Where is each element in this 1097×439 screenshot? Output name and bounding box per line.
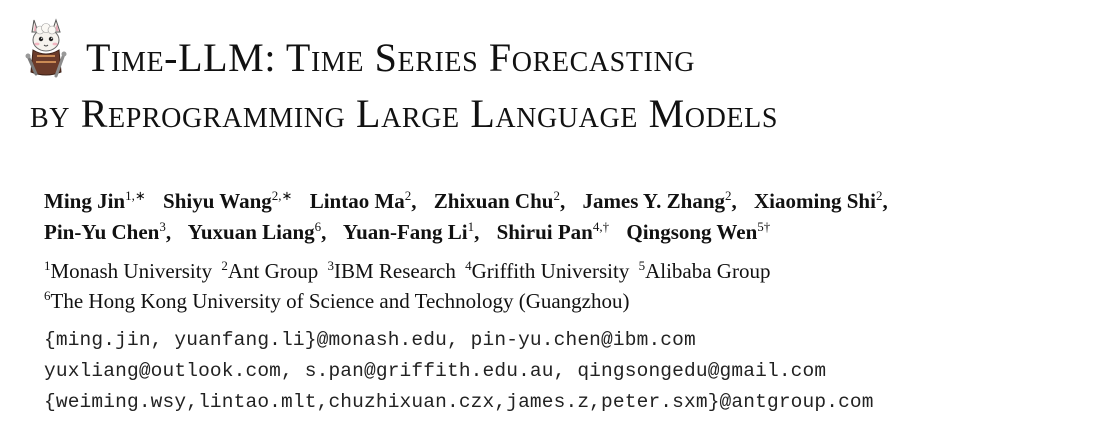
author-name: Pin-Yu Chen3,: [44, 219, 172, 244]
affiliation-item: 4Griffith University: [465, 258, 630, 283]
author-name: Yuxuan Liang6,: [187, 219, 327, 244]
title-word: Reprogramming: [70, 91, 346, 136]
author-name: Ming Jin1,∗: [44, 188, 146, 213]
title-line-1: Time-LLM: Time Series Forecasting: [30, 30, 1090, 86]
affiliation-mark: 6: [44, 288, 51, 303]
author-name: Zhixuan Chu2,: [433, 188, 566, 213]
affiliation-row: 6The Hong Kong University of Science and…: [44, 286, 1084, 316]
title-word: Large: [345, 91, 460, 136]
author-affiliation-mark: 6: [314, 219, 322, 234]
author-row: Pin-Yu Chen3, Yuxuan Liang6, Yuan-Fang L…: [44, 217, 1084, 248]
title-line-2: by Reprogramming Large Language Models: [30, 86, 1090, 142]
title-word: -LLM: Time: [164, 35, 365, 80]
author-list: Ming Jin1,∗ Shiyu Wang2,∗ Lintao Ma2, Zh…: [44, 186, 1084, 248]
email-line: {weiming.wsy,lintao.mlt,chuzhixuan.czx,j…: [44, 391, 874, 413]
affiliation-mark: 2: [221, 258, 228, 273]
affiliation-mark: 1: [44, 258, 51, 273]
author-affiliation-mark: 4,†: [592, 219, 610, 234]
affiliation-mark: 4: [465, 258, 472, 273]
email-line: {ming.jin, yuanfang.li}@monash.edu, pin-…: [44, 329, 696, 351]
paper-title: Time-LLM: Time Series Forecasting by Rep…: [30, 30, 1090, 142]
author-row: Ming Jin1,∗ Shiyu Wang2,∗ Lintao Ma2, Zh…: [44, 186, 1084, 217]
author-affiliation-mark: 2,∗: [271, 188, 293, 203]
title-word: Time: [86, 35, 165, 80]
author-affiliation-mark: 5†: [757, 219, 771, 234]
author-affiliation-mark: 2: [404, 188, 412, 203]
affiliation-list: 1Monash University 2Ant Group 3IBM Resea…: [44, 256, 1084, 316]
author-name: Yuan-Fang Li1,: [342, 219, 480, 244]
affiliation-row: 1Monash University 2Ant Group 3IBM Resea…: [44, 256, 1084, 286]
affiliation-item: 5Alibaba Group: [638, 258, 771, 283]
author-name: Qingsong Wen5†: [626, 219, 771, 244]
author-affiliation-mark: 1,∗: [125, 188, 146, 203]
author-name: Xiaoming Shi2,: [754, 188, 888, 213]
author-affiliation-mark: 2: [725, 188, 732, 203]
title-word: Series: [364, 35, 479, 80]
affiliation-mark: 5: [638, 258, 646, 273]
affiliation-mark: 3: [327, 258, 335, 273]
author-name: Shirui Pan4,†: [496, 219, 610, 244]
affiliation-item: 3IBM Research: [327, 258, 456, 283]
affiliation-item: 6The Hong Kong University of Science and…: [44, 288, 630, 313]
affiliation-item: 1Monash University: [44, 258, 213, 283]
author-affiliation-mark: 3: [159, 219, 166, 234]
email-line: yuxliang@outlook.com, s.pan@griffith.edu…: [44, 360, 827, 382]
title-word: Models: [638, 91, 779, 136]
author-affiliation-mark: 2: [875, 188, 883, 203]
llama-mascot-icon: [25, 18, 67, 78]
affiliation-item: 2Ant Group: [221, 258, 319, 283]
title-word: by: [30, 91, 71, 136]
title-word: Language: [459, 91, 638, 136]
author-name: Lintao Ma2,: [309, 188, 417, 213]
author-name: Shiyu Wang2,∗: [163, 188, 293, 213]
author-affiliation-mark: 2: [553, 188, 560, 203]
author-name: James Y. Zhang2,: [582, 188, 737, 213]
email-list: {ming.jin, yuanfang.li}@monash.edu, pin-…: [44, 325, 1084, 418]
author-affiliation-mark: 1: [467, 219, 475, 234]
title-word: Forecasting: [478, 35, 696, 80]
